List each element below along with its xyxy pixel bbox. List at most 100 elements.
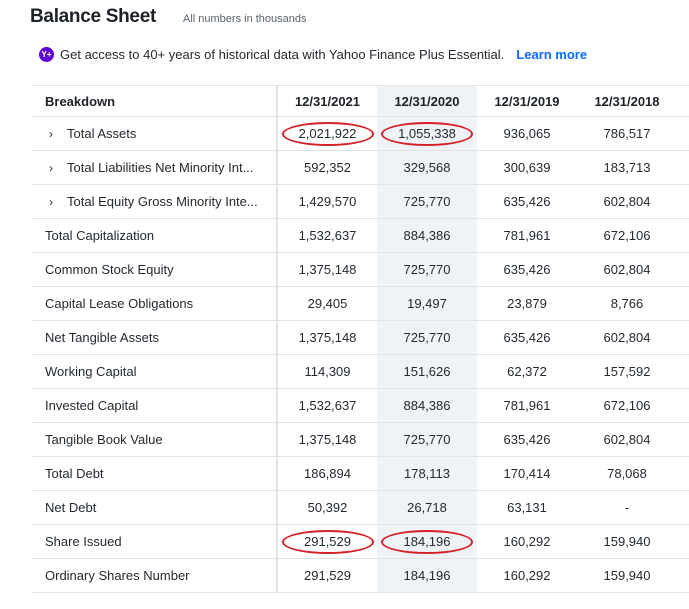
table-row: Net Tangible Assets 1,375,148 725,770 635,4…: [32, 321, 689, 355]
row-label-text: Capital Lease Obligations: [45, 296, 194, 311]
units-note: All numbers in thousands: [183, 13, 307, 25]
row-label[interactable]: › Total Liabilities Net Minority Int...: [32, 151, 277, 184]
value-cell: 635,426: [477, 253, 577, 286]
value-text: 635,426: [503, 330, 551, 345]
table-row: Ordinary Shares Number 291,529 184,196 160,…: [32, 559, 689, 593]
value-cell: 602,804: [577, 423, 677, 456]
value-text: 884,386: [403, 228, 451, 243]
value-cell: 725,770: [377, 185, 477, 218]
value-text: 184,196: [403, 568, 451, 583]
row-label: Ordinary Shares Number: [32, 559, 277, 592]
value-cell: 786,517: [577, 117, 677, 150]
page-title: Balance Sheet: [30, 6, 156, 27]
table-row: Common Stock Equity 1,375,148 725,770 635,4…: [32, 253, 689, 287]
value-cell: 1,375,148: [277, 321, 377, 354]
value-cell: 159,940: [577, 525, 677, 558]
yahoo-plus-icon: Y+: [39, 47, 54, 62]
value-cell: 602,804: [577, 185, 677, 218]
value-text: 160,292: [503, 534, 551, 549]
value-cell: 635,426: [477, 321, 577, 354]
value-text: 184,196: [403, 534, 451, 549]
value-text: 602,804: [603, 262, 651, 277]
value-text: 151,626: [403, 364, 451, 379]
column-header[interactable]: 12/31/2021: [277, 86, 377, 116]
learn-more-link[interactable]: Learn more: [516, 47, 588, 62]
promo-banner: Y+ Get access to 40+ years of historical…: [39, 47, 587, 62]
value-text: 178,113: [403, 466, 451, 481]
value-cell: 884,386: [377, 389, 477, 422]
value-text: 160,292: [503, 568, 551, 583]
row-label: Total Capitalization: [32, 219, 277, 252]
column-header[interactable]: 12/31/2020: [377, 86, 477, 116]
column-header[interactable]: 12/31/2018: [594, 93, 660, 109]
value-text: 114,309: [304, 364, 351, 379]
row-label-text: Tangible Book Value: [45, 432, 163, 447]
value-text: 63,131: [507, 500, 547, 515]
table-row: › Total Assets 2,021,922 1,055,338 936,065 78…: [32, 117, 689, 151]
value-text: 1,375,148: [298, 330, 357, 345]
table-row: Total Capitalization 1,532,637 884,386 781,…: [32, 219, 689, 253]
value-cell: 23,879: [477, 287, 577, 320]
value-cell: 672,106: [577, 219, 677, 252]
value-cell: 291,529: [277, 559, 377, 592]
value-cell: 592,352: [277, 151, 377, 184]
value-cell: 160,292: [477, 525, 577, 558]
value-text: 1,375,148: [298, 262, 357, 277]
value-text: 50,392: [307, 500, 348, 515]
value-cell: 635,426: [477, 423, 577, 456]
row-label: Share Issued: [32, 525, 277, 558]
chevron-right-icon[interactable]: ›: [49, 126, 53, 141]
value-text: 602,804: [603, 194, 651, 209]
value-cell: 160,292: [477, 559, 577, 592]
promo-text: Get access to 40+ years of historical da…: [60, 47, 505, 62]
value-text: 29,405: [307, 296, 348, 311]
value-text: 635,426: [503, 262, 551, 277]
value-cell: 50,392: [277, 491, 377, 524]
value-text: 1,532,637: [298, 228, 357, 243]
row-label[interactable]: › Total Assets: [32, 117, 277, 150]
value-cell: 157,592: [577, 355, 677, 388]
value-cell: 151,626: [377, 355, 477, 388]
chevron-right-icon[interactable]: ›: [49, 160, 53, 175]
value-cell: 725,770: [377, 321, 477, 354]
value-text: -: [624, 500, 630, 515]
value-text: 170,414: [503, 466, 551, 481]
value-text: 183,713: [603, 160, 651, 175]
row-label: Working Capital: [32, 355, 277, 388]
table-row: › Total Equity Gross Minority Inte... 1,42…: [32, 185, 689, 219]
value-cell: 936,065: [477, 117, 577, 150]
value-text: 62,372: [507, 364, 547, 379]
value-cell: 178,113: [377, 457, 477, 490]
row-label: Common Stock Equity: [32, 253, 277, 286]
chevron-right-icon[interactable]: ›: [49, 194, 53, 209]
value-cell: 781,961: [477, 219, 577, 252]
value-cell: 78,068: [577, 457, 677, 490]
row-label-text: Net Debt: [45, 500, 97, 515]
value-cell: 884,386: [377, 219, 477, 252]
value-text: 781,961: [503, 398, 551, 413]
value-cell: 1,375,148: [277, 253, 377, 286]
value-text: 672,106: [603, 398, 651, 413]
value-text: 23,879: [507, 296, 547, 311]
value-text: 1,429,570: [298, 194, 357, 209]
value-cell: 291,529: [277, 525, 377, 558]
page-header: Balance Sheet All numbers in thousands: [30, 6, 307, 28]
value-text: 672,106: [603, 228, 651, 243]
table-row: Net Debt 50,392 26,718 63,131 -: [32, 491, 689, 525]
row-label-text: Total Liabilities Net Minority Int...: [67, 160, 254, 175]
row-label: Net Debt: [32, 491, 277, 524]
row-label-text: Invested Capital: [45, 398, 139, 413]
row-label: Total Debt: [32, 457, 277, 490]
column-header[interactable]: 12/31/2019: [494, 93, 560, 109]
value-cell: 1,375,148: [277, 423, 377, 456]
row-label[interactable]: › Total Equity Gross Minority Inte...: [32, 185, 277, 218]
value-text: 635,426: [503, 432, 551, 447]
table-row: Total Debt 186,894 178,113 170,414 78,068: [32, 457, 689, 491]
value-cell: 8,766: [577, 287, 677, 320]
value-text: 186,894: [304, 466, 351, 481]
row-label-text: Total Debt: [45, 466, 104, 481]
table-body: › Total Assets 2,021,922 1,055,338 936,065 78…: [32, 117, 689, 593]
value-cell: 725,770: [377, 253, 477, 286]
value-text: 936,065: [503, 126, 551, 141]
balance-sheet-table: Breakdown 12/31/2021 12/31/2020 12/31/20…: [32, 85, 689, 595]
